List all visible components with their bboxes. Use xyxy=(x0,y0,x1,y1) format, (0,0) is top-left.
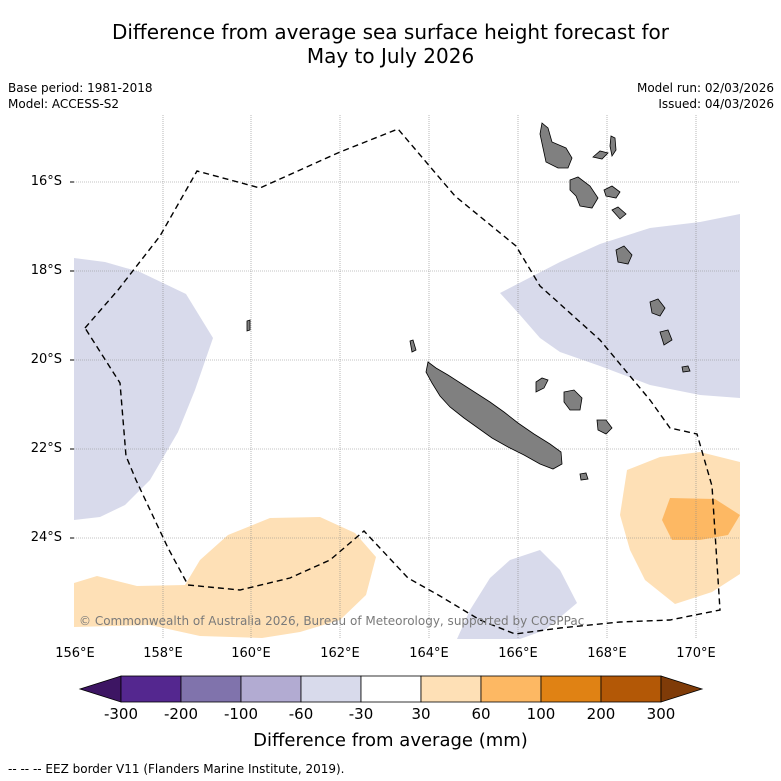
colorbar-tick-label: -60 xyxy=(288,705,314,723)
landmass-vanuatu-6 xyxy=(611,206,627,220)
colorbar-tick-label: 200 xyxy=(586,705,616,723)
lon-label-156e: 156°E xyxy=(55,646,95,661)
colorbar xyxy=(78,675,704,703)
landmass-vanuatu-1 xyxy=(539,122,573,169)
colorbar-bin-7 xyxy=(480,675,542,703)
land xyxy=(246,122,691,481)
region-negative-northeast xyxy=(500,214,740,398)
landmass-islet-5 xyxy=(246,319,251,332)
lon-label-168e: 168°E xyxy=(587,646,627,661)
lat-label-20s: 20°S xyxy=(30,352,62,367)
model-run: Model run: 02/03/2026 xyxy=(636,81,774,95)
base-period: Base period: 1981-2018 xyxy=(8,81,153,95)
landmass-vanuatu-7 xyxy=(615,245,633,265)
title-line-2: May to July 2026 xyxy=(306,44,475,68)
landmass-vanuatu-5 xyxy=(603,185,621,199)
colorbar-tick-label: -30 xyxy=(348,705,374,723)
colorbar-tick-label: 30 xyxy=(411,705,431,723)
map-area xyxy=(74,115,740,639)
lat-label-22s: 22°S xyxy=(30,441,62,456)
colorbar-tick-label: -300 xyxy=(103,705,139,723)
colorbar-label: Difference from average (mm) xyxy=(253,730,528,751)
colorbar-tick-label: 60 xyxy=(471,705,491,723)
meta-left: Base period: 1981-2018 Model: ACCESS-S2 xyxy=(8,80,153,112)
lon-label-160e: 160°E xyxy=(231,646,271,661)
landmass-islet-3 xyxy=(659,329,673,346)
landmass-islet-4 xyxy=(681,365,691,373)
colorbar-bin-1 xyxy=(120,675,182,703)
eez-legend-note: -- -- -- EEZ border V11 (Flanders Marine… xyxy=(8,762,345,776)
landmass-vanuatu-4 xyxy=(569,176,599,209)
colorbar-bin-4 xyxy=(300,675,362,703)
landmass-islet-1 xyxy=(409,339,417,353)
landmass-islet-2 xyxy=(649,298,666,317)
lon-label-158e: 158°E xyxy=(143,646,183,661)
landmass-new-caledonia xyxy=(425,361,563,470)
colorbar-bin-9 xyxy=(600,675,662,703)
map-title: Difference from average sea surface heig… xyxy=(0,20,781,68)
colorbar-bin-5 xyxy=(360,675,422,703)
landmass-isle-of-pines xyxy=(579,472,589,481)
landmass-loyalty-2 xyxy=(563,389,583,411)
lat-label-24s: 24°S xyxy=(30,530,62,545)
lon-label-162e: 162°E xyxy=(320,646,360,661)
axis-ticks xyxy=(70,181,74,539)
colorbar-bin-2 xyxy=(180,675,242,703)
colorbar-tick-label: 100 xyxy=(526,705,556,723)
gridlines xyxy=(74,115,740,639)
landmass-loyalty-1 xyxy=(535,377,549,393)
region-negative-west xyxy=(74,258,213,520)
lat-label-18s: 18°S xyxy=(30,263,62,278)
lon-label-164e: 164°E xyxy=(409,646,449,661)
colorbar-extend-high xyxy=(660,675,704,703)
region-positive-southwest xyxy=(74,517,376,638)
colorbar-bin-6 xyxy=(420,675,482,703)
meta-right: Model run: 02/03/2026 Issued: 04/03/2026 xyxy=(637,80,774,112)
title-line-1: Difference from average sea surface heig… xyxy=(111,20,670,44)
colorbar-tick-label: 300 xyxy=(646,705,676,723)
region-positive-southeast-core xyxy=(662,498,740,540)
landmass-vanuatu-3 xyxy=(609,135,617,158)
issued-date: Issued: 04/03/2026 xyxy=(658,97,774,111)
colorbar-bin-3 xyxy=(240,675,302,703)
lon-label-170e: 170°E xyxy=(676,646,716,661)
colorbar-tick-label: -200 xyxy=(163,705,199,723)
region-negative-south xyxy=(457,550,577,639)
colorbar-bin-8 xyxy=(540,675,602,703)
lat-label-16s: 16°S xyxy=(30,174,62,189)
model-name: Model: ACCESS-S2 xyxy=(8,97,120,111)
landmass-loyalty-3 xyxy=(596,419,613,435)
colorbar-tick-label: -100 xyxy=(223,705,259,723)
copyright-text: © Commonwealth of Australia 2026, Bureau… xyxy=(79,614,585,628)
eez-border xyxy=(84,128,721,635)
landmass-vanuatu-2 xyxy=(592,150,609,160)
lon-label-166e: 166°E xyxy=(498,646,538,661)
colorbar-extend-low xyxy=(78,675,122,703)
